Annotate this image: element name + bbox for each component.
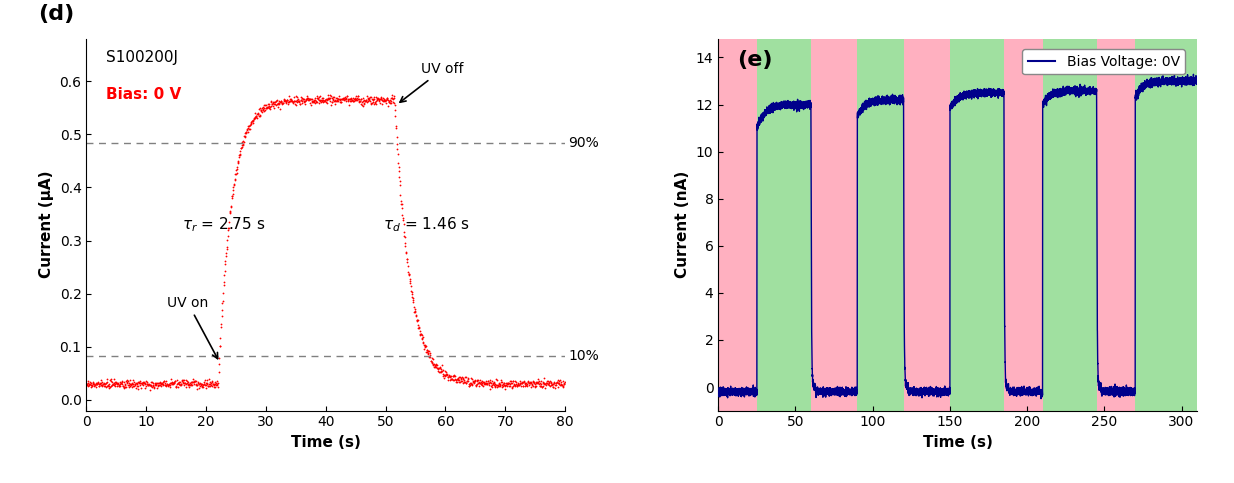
Bar <box>1043 39 1097 411</box>
Text: $\tau_r$ = 2.75 s: $\tau_r$ = 2.75 s <box>183 215 265 234</box>
Text: Bias: 0 V: Bias: 0 V <box>106 87 180 102</box>
Text: 90%: 90% <box>568 136 598 150</box>
X-axis label: Time (s): Time (s) <box>923 435 992 450</box>
Bar <box>858 39 903 411</box>
Text: (d): (d) <box>38 4 75 24</box>
Bar <box>1135 39 1197 411</box>
Y-axis label: Current (nA): Current (nA) <box>675 171 690 278</box>
Bar <box>950 39 1004 411</box>
Text: $\tau_d$ = 1.46 s: $\tau_d$ = 1.46 s <box>384 215 470 234</box>
Text: (e): (e) <box>738 50 772 70</box>
Text: S100200J: S100200J <box>106 50 178 65</box>
Text: UV on: UV on <box>167 296 217 359</box>
Text: 10%: 10% <box>568 349 598 363</box>
Text: UV off: UV off <box>400 62 464 102</box>
Y-axis label: Current (μA): Current (μA) <box>39 171 54 278</box>
Bar <box>756 39 811 411</box>
Legend: Bias Voltage: 0V: Bias Voltage: 0V <box>1022 49 1185 74</box>
X-axis label: Time (s): Time (s) <box>291 435 360 450</box>
